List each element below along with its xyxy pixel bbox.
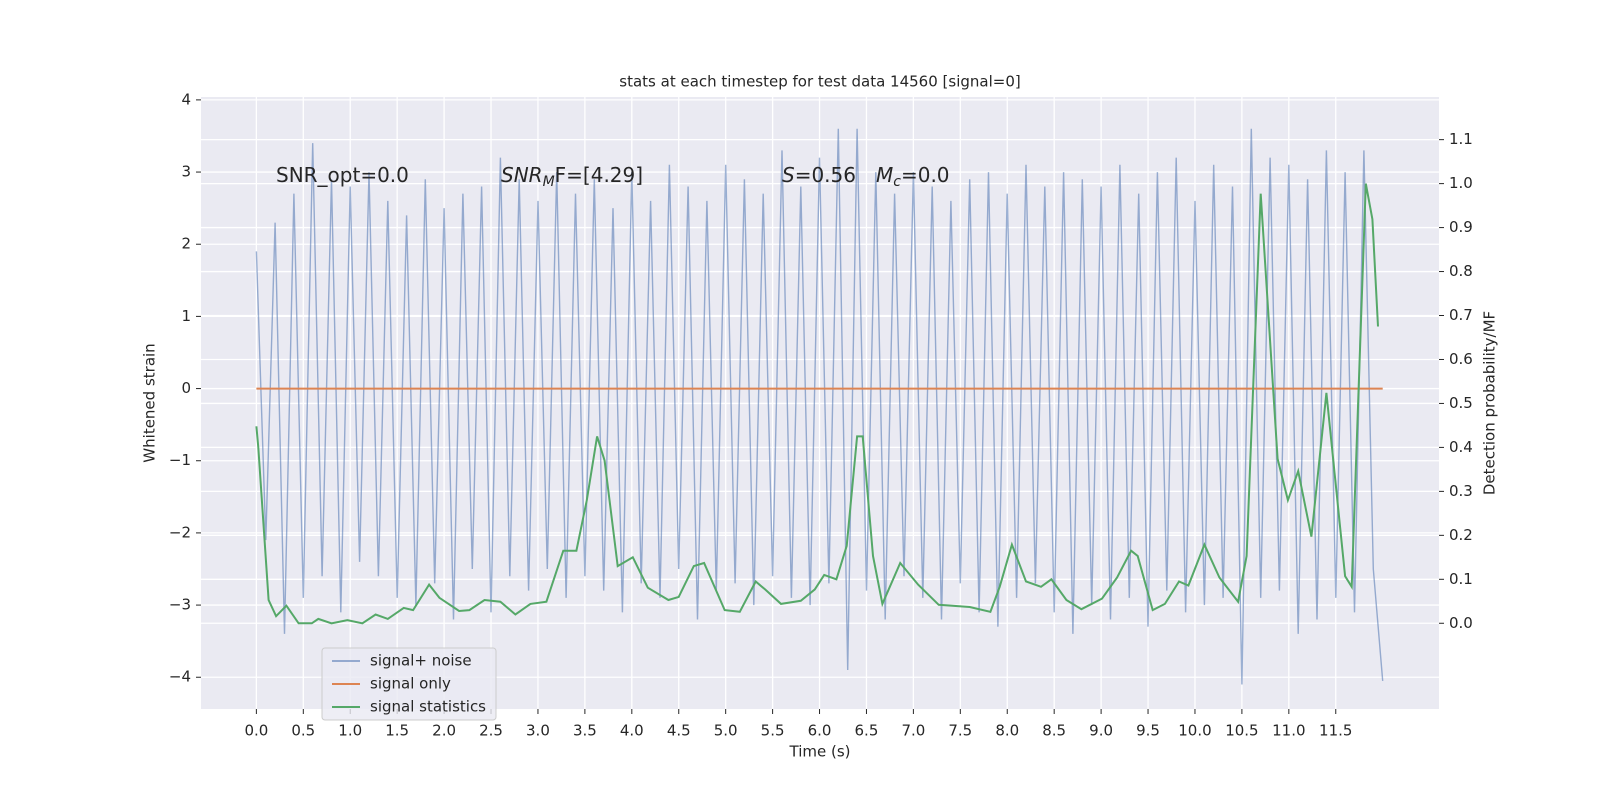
chart-title: stats at each timestep for test data 145… [619,73,1020,91]
y-tick-label: −1 [169,451,191,469]
y-tick-label: 3 [181,163,191,181]
x-tick-label: 1.0 [338,722,362,740]
y2-tick-label: 0.0 [1449,614,1473,632]
annotation-rest: =0.56 [795,163,856,187]
annotation-main: SNR_opt=0.0 [276,163,409,187]
x-tick-label: 10.0 [1178,722,1211,740]
y-tick-label: −4 [169,668,191,686]
annotation-sub: M [543,174,555,190]
y-tick-label: 4 [181,90,191,108]
legend-label: signal only [370,675,451,693]
x-tick-label: 0.0 [244,722,268,740]
x-tick-label: 4.0 [620,722,644,740]
annotation-rest: F=[4.29] [555,163,643,187]
annotation-main: M [876,163,893,187]
y-tick-label: −3 [169,596,191,614]
y2-tick-label: 0.8 [1449,262,1473,280]
x-tick-label: 6.0 [808,722,832,740]
legend-box [321,647,497,721]
annotation: SNR_opt=0.0 [276,163,409,187]
y2-tick-label: 0.7 [1449,306,1473,324]
x-tick-label: 8.5 [1042,722,1066,740]
y-axis-label: Whitened strain [141,343,159,462]
x-tick-label: 11.0 [1272,722,1305,740]
legend-label: signal+ noise [370,652,472,670]
y2-tick-label: 0.5 [1449,394,1473,412]
series-line [255,183,1379,625]
y2-tick-label: 0.9 [1449,218,1473,236]
series-line [255,128,1384,685]
y2-tick-label: 0.2 [1449,526,1473,544]
x-tick-label: 10.5 [1225,722,1258,740]
x-tick-label: 7.0 [901,722,925,740]
y2-tick-label: 1.1 [1449,130,1473,148]
y-tick-label: 2 [181,235,191,253]
x-tick-label: 8.0 [995,722,1019,740]
legend-label: signal statistics [370,698,486,716]
x-tick-label: 9.0 [1089,722,1113,740]
x-tick-label: 2.5 [479,722,503,740]
x-tick-label: 1.5 [385,722,409,740]
y2-tick-label: 0.1 [1449,570,1473,588]
annotation-main: SNR [501,163,543,187]
y-tick-label: 1 [181,307,191,325]
y-tick-label: −2 [169,523,191,541]
marks [255,128,1384,685]
y2-axis-label: Detection probability/MF [1481,311,1499,495]
annotation-main: S [782,163,795,187]
y-tick-label: 0 [181,379,191,397]
x-tick-label: 3.0 [526,722,550,740]
x-tick-label: 9.5 [1136,722,1160,740]
x-tick-label: 3.5 [573,722,597,740]
x-tick-label: 4.5 [667,722,691,740]
y2-tick-label: 0.3 [1449,482,1473,500]
annotation: Mc=0.0 [876,163,950,191]
x-tick-label: 5.5 [761,722,785,740]
y2-tick-label: 0.4 [1449,438,1473,456]
y2-tick-label: 0.6 [1449,350,1473,368]
x-tick-label: 7.5 [948,722,972,740]
annotation-sub: c [893,174,901,190]
x-axis-label: Time (s) [789,743,851,761]
x-tick-label: 0.5 [291,722,315,740]
annotation: S=0.56 [782,163,856,187]
x-tick-label: 11.5 [1319,722,1352,740]
y2-tick-label: 1.0 [1449,174,1473,192]
x-tick-label: 6.5 [855,722,879,740]
annotation: SNRMF=[4.29] [501,163,643,191]
x-tick-label: 2.0 [432,722,456,740]
annotation-rest: =0.0 [901,163,950,187]
x-tick-label: 5.0 [714,722,738,740]
